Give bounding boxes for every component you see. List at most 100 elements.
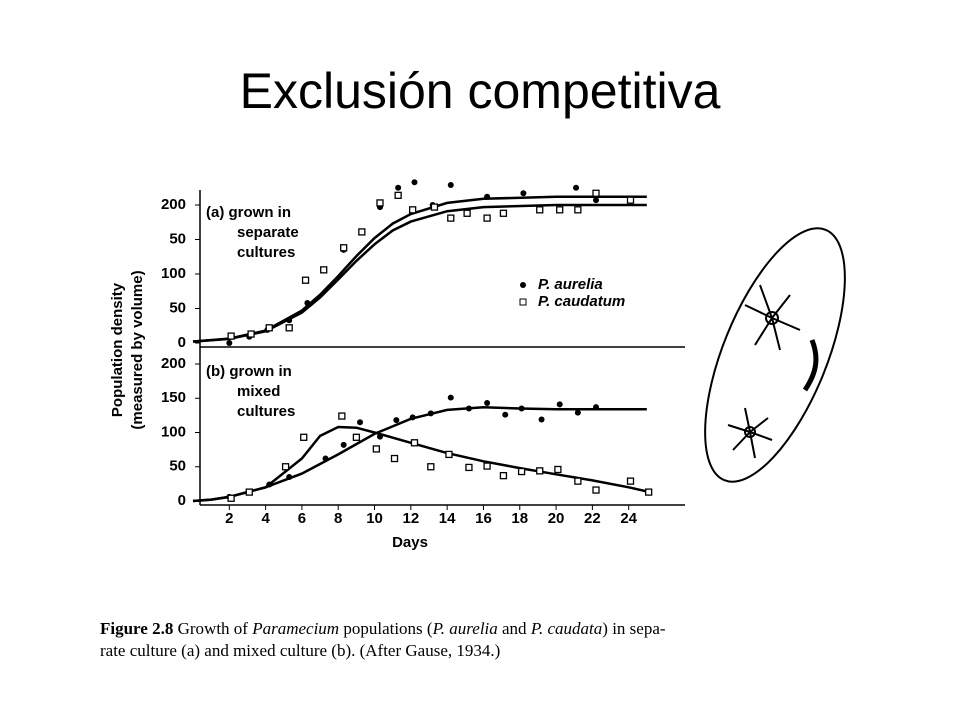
point: [247, 330, 255, 338]
panel-label: (b) grown in: [206, 363, 292, 380]
point: [304, 299, 311, 306]
point: [300, 433, 308, 441]
x-tick-label: 16: [475, 510, 492, 527]
point: [556, 206, 564, 214]
point: [574, 206, 582, 214]
point: [483, 462, 491, 470]
y-tick-label: 50: [169, 299, 186, 316]
point: [465, 405, 472, 412]
panel-label: mixed: [237, 383, 280, 400]
point: [593, 404, 600, 411]
point: [554, 465, 562, 474]
point: [445, 450, 453, 459]
point: [227, 494, 235, 502]
x-tick-label: 14: [439, 510, 456, 527]
point: [626, 477, 635, 485]
point: [484, 193, 491, 200]
point: [265, 324, 273, 332]
x-tick-label: 18: [511, 510, 528, 527]
fit-line: [192, 425, 648, 503]
point: [281, 463, 290, 471]
point: [538, 416, 545, 423]
point: [357, 419, 364, 426]
y-tick-label: 0: [178, 334, 186, 351]
point: [427, 463, 435, 471]
point: [227, 332, 235, 340]
legend-label: P. caudatum: [538, 293, 625, 310]
point: [483, 214, 491, 222]
point: [372, 445, 381, 453]
x-axis-label: Days: [392, 534, 428, 551]
point: [409, 414, 416, 421]
caption-segment: rate culture (a) and mixed culture (b). …: [100, 641, 500, 660]
y-tick-label: 100: [161, 265, 186, 282]
point: [499, 472, 508, 480]
y-tick-label: 100: [161, 423, 186, 440]
y-tick-label: 0: [178, 492, 186, 509]
caption-segment: P. caudata: [530, 619, 602, 638]
point: [573, 184, 580, 191]
point: [352, 433, 361, 441]
x-tick-label: 22: [584, 510, 601, 527]
point: [427, 410, 434, 417]
x-tick-label: 2: [225, 510, 233, 527]
x-tick-label: 8: [334, 510, 342, 527]
legend-marker: [519, 298, 527, 306]
panel-label: (a) grown in: [206, 204, 291, 221]
point: [358, 228, 366, 236]
caption-segment: Growth of: [173, 619, 252, 638]
point: [286, 474, 293, 481]
point: [574, 477, 582, 485]
point: [340, 244, 348, 252]
y-tick-label: 50: [169, 230, 186, 247]
point: [447, 394, 454, 401]
point: [338, 412, 346, 420]
panel-label: cultures: [237, 244, 295, 261]
x-tick-label: 12: [403, 510, 420, 527]
caption-segment: Figure 2.8: [100, 619, 173, 638]
point: [411, 179, 418, 186]
point: [322, 455, 329, 462]
point: [320, 266, 328, 274]
point: [447, 181, 454, 188]
point: [409, 206, 417, 214]
point: [626, 196, 635, 204]
point: [410, 439, 419, 447]
caption-line: Figure 2.8 Growth of Paramecium populati…: [100, 619, 666, 638]
point: [536, 206, 544, 214]
legend-label: P. aurelia: [538, 276, 603, 293]
y-axis-label: (measured by volume): [129, 270, 146, 429]
point: [465, 463, 473, 472]
point: [430, 203, 439, 211]
point: [574, 409, 581, 416]
point: [390, 454, 399, 463]
point: [593, 197, 600, 204]
point: [592, 189, 600, 197]
point: [502, 411, 509, 418]
point: [520, 190, 527, 197]
caption-segment: Paramecium: [251, 619, 339, 638]
point: [484, 400, 491, 407]
x-tick-label: 24: [620, 510, 637, 527]
x-tick-label: 6: [298, 510, 306, 527]
point: [518, 405, 525, 412]
point: [395, 184, 402, 191]
y-tick-label: 50: [169, 458, 186, 475]
slide-title: Exclusión competitiva: [240, 63, 721, 119]
point: [556, 401, 563, 408]
point: [340, 441, 347, 448]
caption-segment: P. aurelia: [432, 619, 498, 638]
point: [517, 467, 526, 476]
y-tick-label: 150: [161, 389, 186, 406]
x-tick-label: 20: [548, 510, 565, 527]
panel-label: separate: [237, 224, 299, 241]
legend-marker: [520, 282, 526, 288]
caption-line: rate culture (a) and mixed culture (b). …: [100, 641, 500, 660]
fit-line: [192, 405, 647, 503]
point: [393, 417, 400, 424]
point: [226, 340, 233, 346]
paramecium-drawing: [704, 227, 846, 483]
caption-segment: populations (: [339, 619, 433, 638]
